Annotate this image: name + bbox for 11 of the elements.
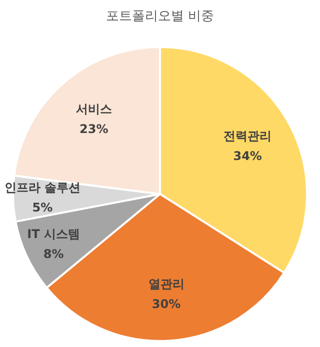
data-label: 30% <box>152 296 181 311</box>
slice-label: IT 시스템 <box>27 227 80 242</box>
slice-label: 서비스 <box>76 102 112 116</box>
data-label: 23% <box>80 122 108 136</box>
data-label: 5% <box>32 200 53 215</box>
data-label: 34% <box>233 148 262 163</box>
slice-label: 전력관리 <box>224 128 272 143</box>
slice-label: 인프라 솔루션 <box>4 180 81 195</box>
slice-label: 열관리 <box>148 276 184 291</box>
data-label: 8% <box>43 247 64 262</box>
chart-title: 포트폴리오별 비중 <box>106 9 214 24</box>
